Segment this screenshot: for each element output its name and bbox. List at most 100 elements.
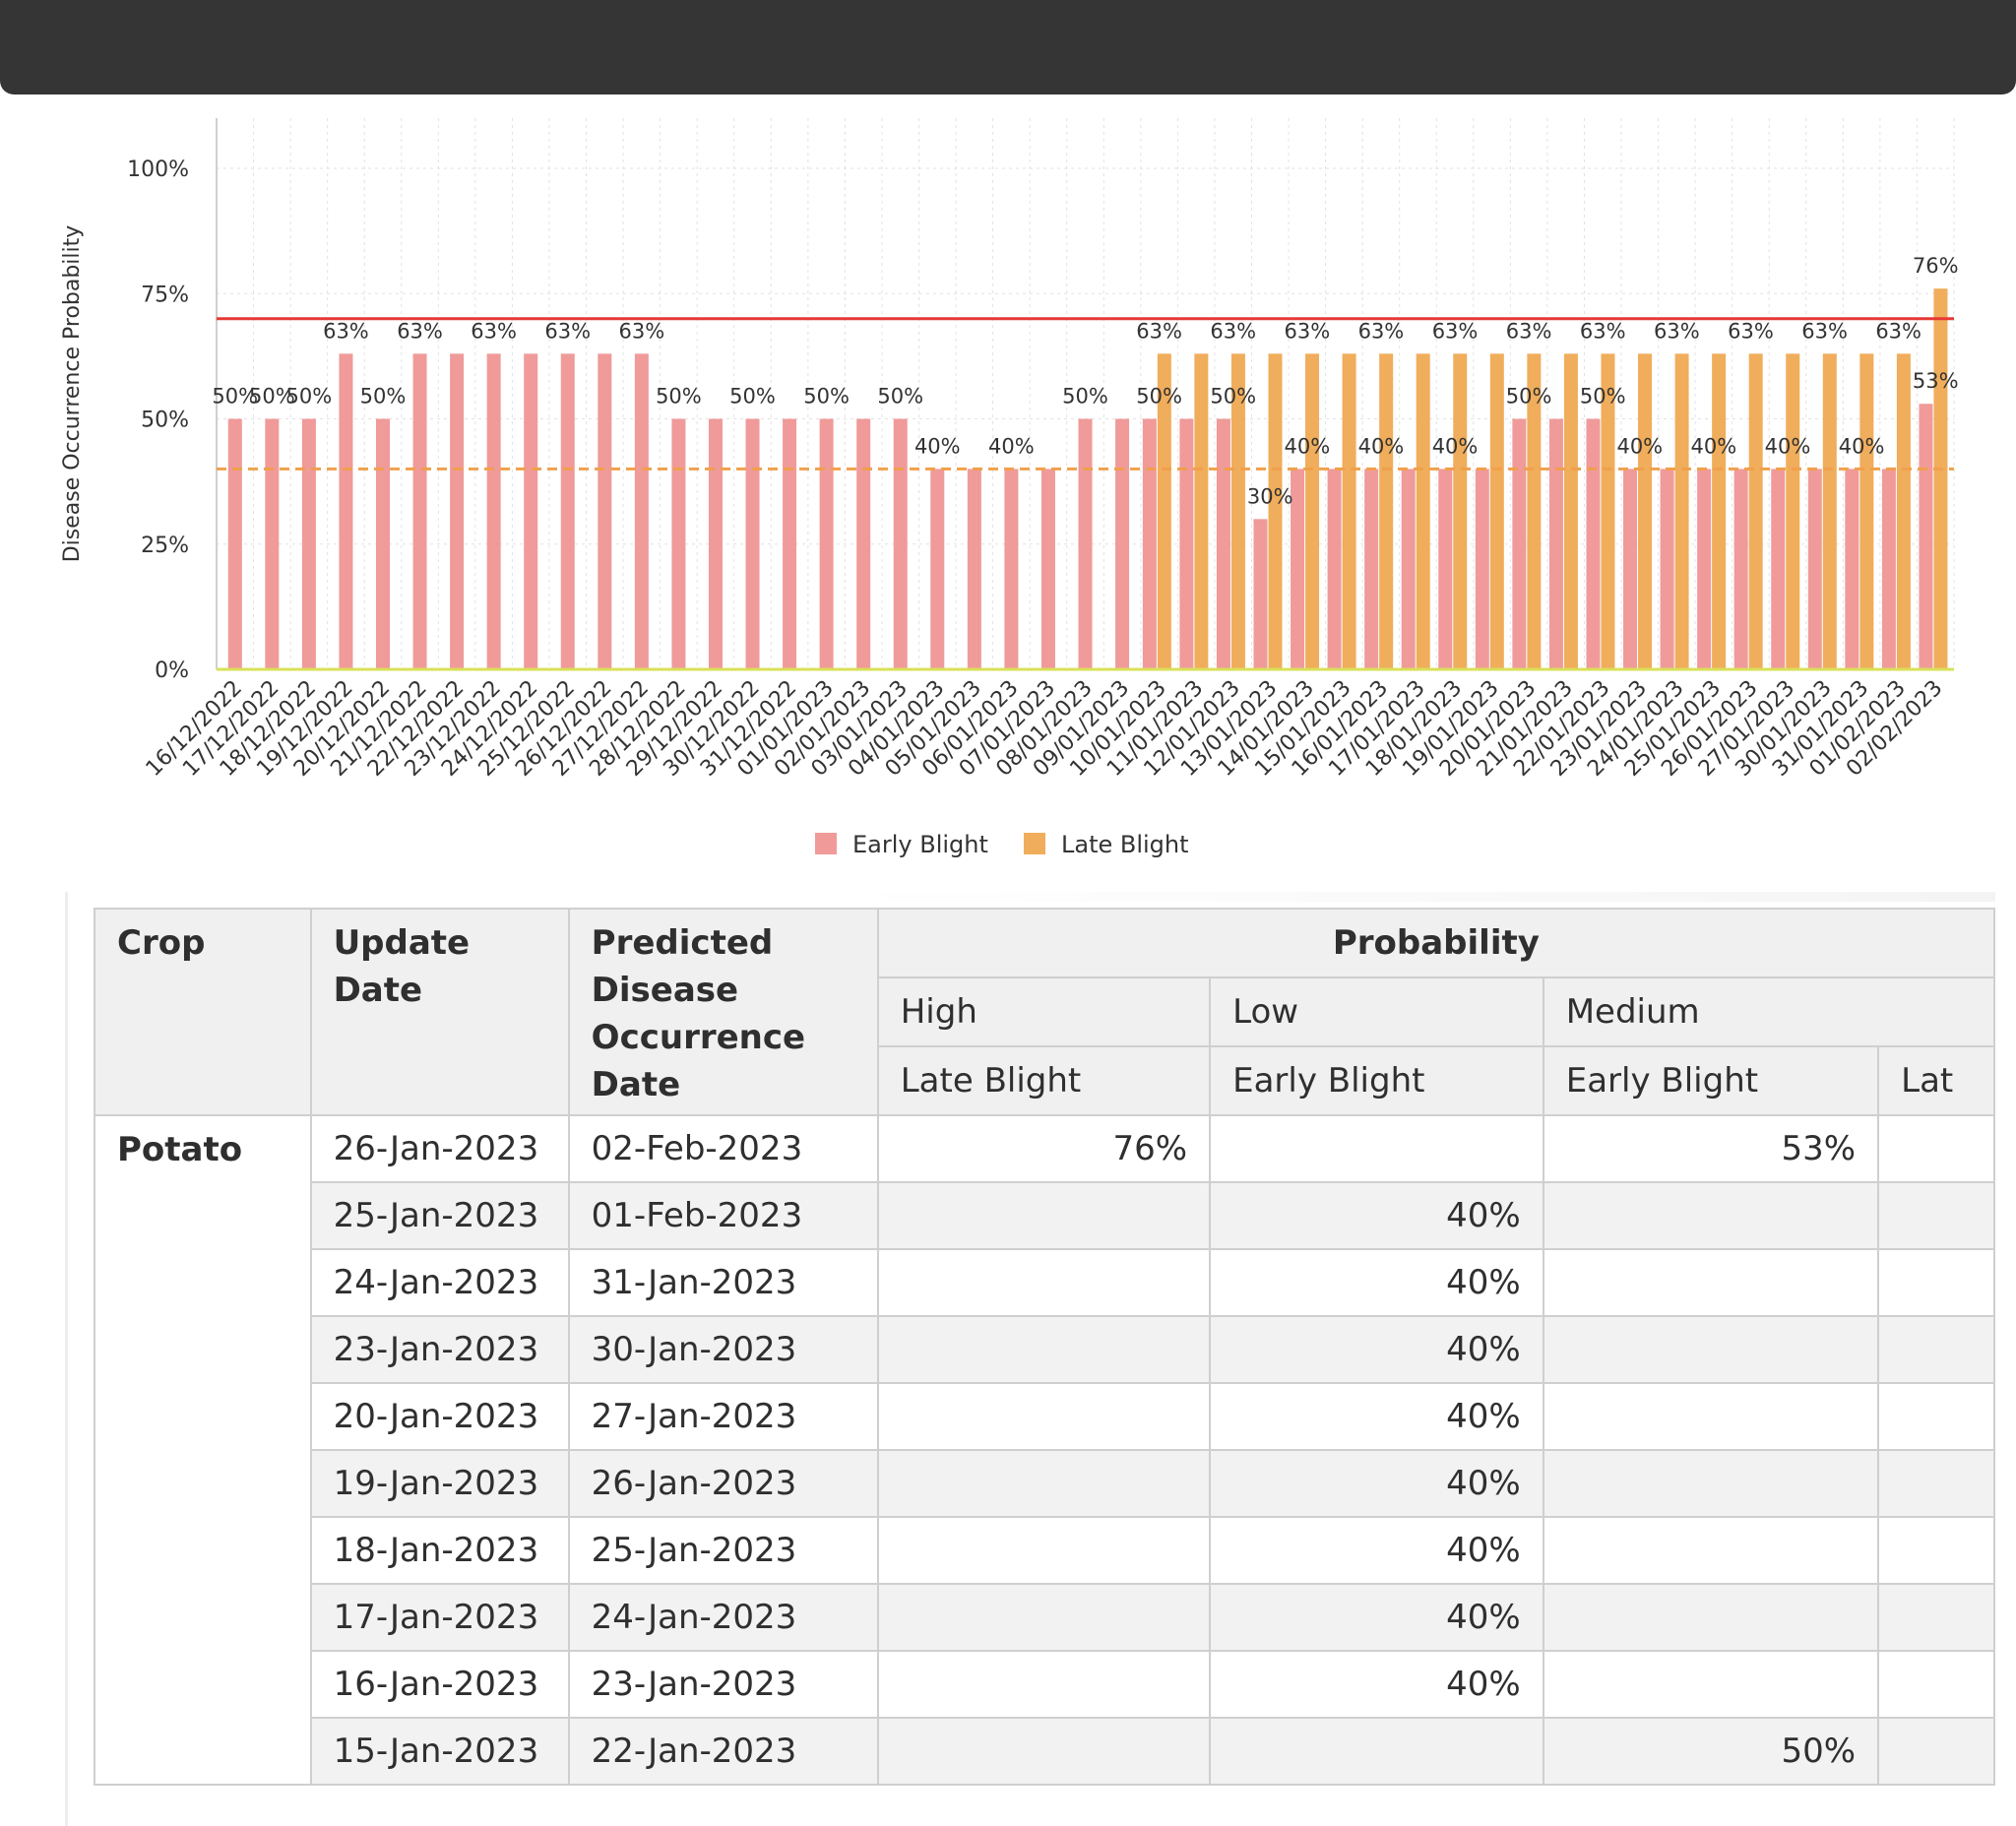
header-crop[interactable]: Crop: [94, 908, 312, 1116]
cell-predicted-date: 02-Feb-2023: [567, 1114, 879, 1183]
data-label-late-blight: 63%: [1136, 319, 1182, 343]
data-label-early-blight: 50%: [1062, 385, 1108, 409]
bar-late-blight: [1859, 353, 1874, 669]
data-label-early-blight: 63%: [471, 319, 517, 343]
data-label-early-blight: 50%: [212, 385, 258, 409]
cell-cut-column: [1877, 1248, 1995, 1317]
cell-low-early-blight: 40%: [1209, 1181, 1544, 1250]
data-label-late-blight: 63%: [1506, 319, 1552, 343]
header-level-low: Low: [1209, 976, 1544, 1047]
bar-late-blight: [1453, 353, 1468, 669]
bar-early-blight: [598, 353, 612, 669]
header-disease-cut[interactable]: Lat: [1877, 1045, 1995, 1116]
cell-medium-early-blight: [1542, 1248, 1880, 1317]
legend-swatch-late-blight[interactable]: [1024, 833, 1045, 854]
legend-item-early-blight[interactable]: Early Blight: [852, 831, 988, 858]
legend-swatch-early-blight[interactable]: [815, 833, 837, 854]
legend-item-late-blight[interactable]: Late Blight: [1061, 831, 1189, 858]
bar-late-blight: [1268, 353, 1283, 669]
bar-early-blight: [1733, 469, 1748, 669]
cell-predicted-date: 01-Feb-2023: [567, 1181, 879, 1250]
bar-late-blight: [1601, 353, 1615, 669]
cell-update-date: 20-Jan-2023: [309, 1382, 570, 1451]
cell-low-early-blight: 40%: [1209, 1650, 1544, 1719]
data-label-early-blight: 40%: [1765, 434, 1811, 458]
header-disease-high[interactable]: Late Blight: [876, 1045, 1212, 1116]
bar-late-blight: [1712, 353, 1727, 669]
bar-early-blight: [524, 353, 538, 669]
bar-late-blight: [1674, 353, 1689, 669]
bar-early-blight: [301, 418, 316, 669]
bar-early-blight: [1845, 469, 1859, 669]
y-tick-label: 50%: [141, 409, 189, 433]
cell-low-early-blight: 40%: [1209, 1516, 1544, 1585]
cell-medium-early-blight: [1542, 1449, 1880, 1518]
cell-cut-column: [1877, 1382, 1995, 1451]
bar-early-blight: [1216, 418, 1230, 669]
header-predicted-date[interactable]: Predicted Disease Occurrence Date: [567, 908, 879, 1116]
bar-late-blight: [1933, 288, 1948, 669]
header-update-date[interactable]: Update Date: [309, 908, 570, 1116]
cell-medium-early-blight: [1542, 1382, 1880, 1451]
cell-update-date: 26-Jan-2023: [309, 1114, 570, 1183]
cell-predicted-date: 24-Jan-2023: [567, 1583, 879, 1652]
bar-early-blight: [856, 418, 871, 669]
bar-early-blight: [560, 353, 575, 669]
bar-late-blight: [1305, 353, 1320, 669]
data-label-early-blight: 50%: [803, 385, 850, 409]
bar-early-blight: [1078, 418, 1093, 669]
cell-cut-column: [1877, 1650, 1995, 1719]
cell-medium-early-blight: [1542, 1583, 1880, 1652]
cell-update-date: 25-Jan-2023: [309, 1181, 570, 1250]
data-label-early-blight: 40%: [914, 434, 961, 458]
bar-early-blight: [1327, 469, 1342, 669]
bar-early-blight: [1004, 469, 1019, 669]
data-label-early-blight: 40%: [1616, 434, 1663, 458]
y-axis-title: Disease Occurrence Probability: [60, 225, 85, 563]
header-level-medium: Medium: [1542, 976, 1995, 1047]
data-label-late-blight: 63%: [1432, 319, 1479, 343]
cell-cut-column: [1877, 1717, 1995, 1786]
bar-late-blight: [1194, 353, 1209, 669]
header-level-high: High: [876, 976, 1212, 1047]
bar-early-blight: [1771, 469, 1786, 669]
bar-early-blight: [1881, 469, 1896, 669]
data-label-late-blight: 76%: [1913, 254, 1959, 278]
cell-high-late-blight: [876, 1717, 1212, 1786]
bar-late-blight: [1230, 353, 1245, 669]
header-disease-low[interactable]: Early Blight: [1209, 1045, 1544, 1116]
bar-late-blight: [1896, 353, 1911, 669]
bar-early-blight: [1807, 469, 1822, 669]
bar-late-blight: [1786, 353, 1800, 669]
cell-predicted-date: 31-Jan-2023: [567, 1248, 879, 1317]
bar-early-blight: [1512, 418, 1527, 669]
bar-late-blight: [1416, 353, 1430, 669]
cell-predicted-date: 22-Jan-2023: [567, 1717, 879, 1786]
bar-early-blight: [227, 418, 242, 669]
cell-update-date: 23-Jan-2023: [309, 1315, 570, 1384]
bar-early-blight: [1364, 469, 1379, 669]
data-label-early-blight: 40%: [1358, 434, 1405, 458]
data-label-early-blight: 50%: [877, 385, 923, 409]
bar-early-blight: [671, 418, 686, 669]
bar-early-blight: [339, 353, 353, 669]
data-label-early-blight: 50%: [656, 385, 702, 409]
disease-probability-chart: 0% 25% 50% 75% 100% Disease Occurrence Probab…: [60, 118, 1959, 858]
bar-late-blight: [1748, 353, 1763, 669]
data-label-early-blight: 50%: [249, 385, 295, 409]
bar-early-blight: [1660, 469, 1674, 669]
bar-early-blight: [486, 353, 501, 669]
bar-late-blight: [1379, 353, 1394, 669]
probability-table: Crop Update Date Predicted Disease Occur…: [94, 908, 1995, 1786]
cell-predicted-date: 23-Jan-2023: [567, 1650, 879, 1719]
cell-low-early-blight: 40%: [1209, 1382, 1544, 1451]
bar-early-blight: [1040, 469, 1055, 669]
data-label-late-blight: 63%: [1801, 319, 1848, 343]
bar-late-blight: [1342, 353, 1356, 669]
data-label-early-blight: 50%: [286, 385, 333, 409]
header-disease-medium[interactable]: Early Blight: [1542, 1045, 1880, 1116]
cell-high-late-blight: [876, 1181, 1212, 1250]
cell-predicted-date: 30-Jan-2023: [567, 1315, 879, 1384]
data-label-early-blight: 63%: [544, 319, 591, 343]
data-label-early-blight: 50%: [1210, 385, 1256, 409]
